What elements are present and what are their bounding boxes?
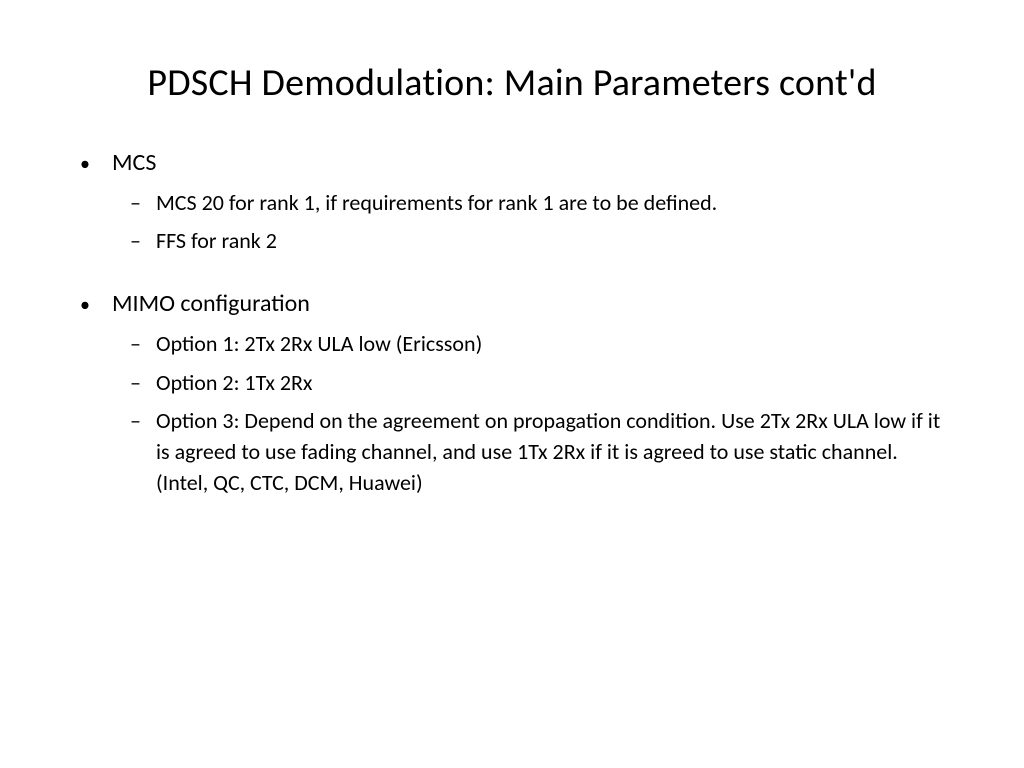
sub-bullet: MCS 20 for rank 1, if requirements for r… bbox=[130, 188, 954, 219]
bullet-section-mcs: MCS bbox=[80, 146, 954, 180]
sub-bullet-text: FFS for rank 2 bbox=[156, 226, 954, 257]
sub-bullets-mimo: Option 1: 2Tx 2Rx ULA low (Ericsson) Opt… bbox=[130, 329, 954, 499]
sub-bullet-text: Option 2: 1Tx 2Rx bbox=[156, 368, 954, 399]
dash-marker-icon bbox=[130, 188, 156, 219]
bullet-section-mimo: MIMO configuration bbox=[80, 287, 954, 321]
bullet-heading: MCS bbox=[112, 146, 954, 180]
bullet-marker-icon bbox=[80, 287, 112, 321]
dash-marker-icon bbox=[130, 329, 156, 360]
bullet-heading: MIMO configuration bbox=[112, 287, 954, 321]
sub-bullets-mcs: MCS 20 for rank 1, if requirements for r… bbox=[130, 188, 954, 258]
sub-bullet-text: Option 1: 2Tx 2Rx ULA low (Ericsson) bbox=[156, 329, 954, 360]
sub-bullet: Option 1: 2Tx 2Rx ULA low (Ericsson) bbox=[130, 329, 954, 360]
bullet-marker-icon bbox=[80, 146, 112, 180]
dash-marker-icon bbox=[130, 368, 156, 399]
slide-title: PDSCH Demodulation: Main Parameters cont… bbox=[70, 60, 954, 106]
sub-bullet-text: MCS 20 for rank 1, if requirements for r… bbox=[156, 188, 954, 219]
dash-marker-icon bbox=[130, 406, 156, 437]
dash-marker-icon bbox=[130, 226, 156, 257]
sub-bullet: FFS for rank 2 bbox=[130, 226, 954, 257]
sub-bullet-text: Option 3: Depend on the agreement on pro… bbox=[156, 406, 954, 498]
sub-bullet: Option 3: Depend on the agreement on pro… bbox=[130, 406, 954, 498]
sub-bullet: Option 2: 1Tx 2Rx bbox=[130, 368, 954, 399]
slide-content: MCS MCS 20 for rank 1, if requirements f… bbox=[70, 146, 954, 499]
